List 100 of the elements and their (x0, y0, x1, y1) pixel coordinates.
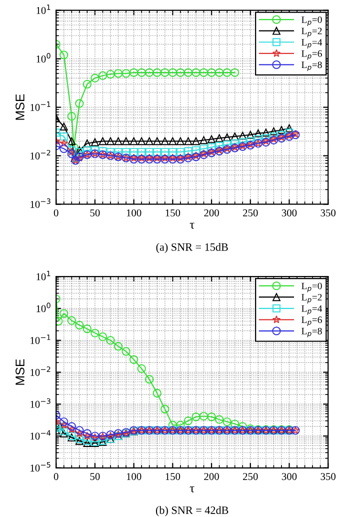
point (199, 412, 208, 420)
point (230, 68, 240, 77)
point (160, 137, 169, 146)
y-tick-label: 10$^{1}$ (36, 4, 50, 14)
point (98, 332, 108, 342)
x-tick-label: 200 (204, 209, 219, 216)
point (82, 324, 92, 334)
legend-label: L$_{p}$=6 (302, 316, 322, 326)
y-tick-label: 10$^{−3}$ (30, 198, 50, 208)
point (207, 68, 216, 77)
point (199, 68, 208, 77)
point (192, 137, 200, 146)
point (223, 140, 232, 149)
x-tick-label: 300 (282, 209, 297, 216)
point (122, 69, 130, 78)
point (200, 144, 208, 153)
y-tick-label: 10$^{−1}$ (30, 334, 50, 344)
point (130, 137, 138, 146)
point (138, 137, 146, 146)
point (68, 425, 76, 434)
point (222, 417, 232, 426)
y-tick-label: 10$^{−2}$ (30, 150, 50, 160)
y-tick-label: 10$^{−1}$ (30, 102, 50, 111)
point (184, 147, 192, 156)
point (208, 143, 216, 152)
text: (a) SNR = 15dB (156, 242, 228, 254)
point (67, 316, 76, 325)
point (68, 137, 76, 146)
point (106, 70, 115, 79)
point (83, 139, 92, 148)
legend-label: L$_{p}$=4 (302, 39, 322, 49)
point (238, 132, 247, 140)
point (215, 142, 224, 150)
point (238, 138, 247, 146)
text: (b) SNR = 42dB (156, 506, 228, 516)
point (168, 420, 177, 430)
point (176, 137, 184, 146)
point (83, 432, 92, 440)
point (67, 112, 76, 121)
point (168, 68, 177, 77)
point (130, 355, 138, 364)
point (152, 388, 162, 398)
point (262, 128, 270, 137)
point (184, 416, 193, 426)
point (60, 309, 68, 318)
point (60, 122, 68, 131)
point (122, 347, 130, 356)
y-tick-label: 10$^{0}$ (36, 53, 50, 63)
point (184, 137, 192, 146)
x-tick-label: 300 (282, 473, 297, 480)
x-tick-label: 250 (243, 473, 258, 480)
point (270, 127, 278, 136)
point (83, 146, 92, 154)
point (75, 429, 84, 438)
point (75, 426, 84, 435)
x-tick-label: 50 (90, 473, 100, 480)
point (98, 71, 108, 80)
point (168, 137, 177, 146)
point (137, 68, 146, 77)
legend-label: L$_{p}$=0 (302, 282, 322, 292)
x-tick-label: 200 (204, 473, 219, 480)
legend-label: L$_{p}$=8 (302, 328, 322, 338)
point (83, 436, 92, 445)
legend-label: L$_{p}$=4 (302, 305, 322, 315)
point (145, 375, 154, 384)
point (91, 146, 99, 154)
x-tick-label: 350 (320, 209, 336, 216)
legend-label: L$_{p}$=0 (302, 16, 322, 26)
y-axis-title: MSE (16, 359, 24, 385)
y-tick-label: 10$^{1}$ (36, 270, 50, 280)
point (114, 69, 123, 78)
point (60, 144, 68, 153)
y-tick-label: 10$^{−3}$ (30, 398, 50, 408)
point (254, 129, 262, 138)
point (207, 412, 216, 422)
point (67, 422, 76, 431)
point (176, 420, 185, 430)
point (145, 148, 154, 156)
y-tick-label: 10$^{−5}$ (30, 462, 50, 472)
point (82, 80, 92, 88)
point (60, 132, 68, 140)
point (60, 50, 68, 60)
y-tick-label: 10$^{0}$ (36, 302, 50, 312)
x-tick-label: 0 (54, 473, 58, 480)
point (145, 68, 154, 77)
point (152, 68, 162, 77)
point (160, 68, 170, 77)
point (75, 99, 84, 108)
x-tick-label: 100 (126, 209, 142, 216)
point (90, 74, 100, 82)
x-tick-label: 150 (166, 209, 180, 216)
point (106, 336, 115, 345)
point (222, 68, 232, 77)
x-tick-label: 100 (126, 473, 142, 480)
point (114, 137, 122, 146)
point (168, 148, 177, 156)
point (153, 137, 162, 146)
point (114, 342, 123, 351)
point (106, 137, 114, 146)
point (83, 439, 92, 448)
